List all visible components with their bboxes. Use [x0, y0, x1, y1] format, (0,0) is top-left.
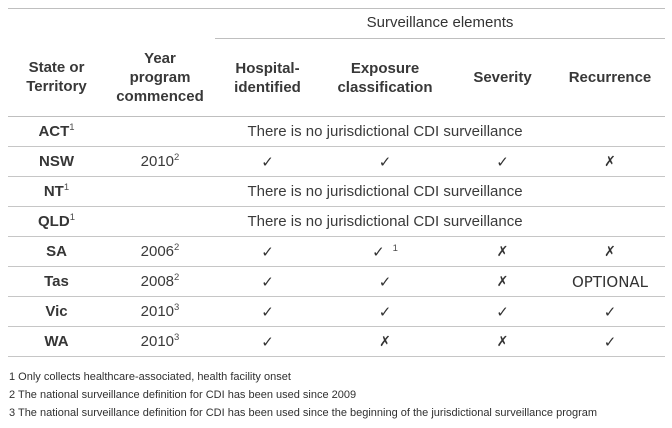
table-row-nsw: NSW 20102 ✓ ✓ ✓ ✗	[8, 146, 665, 177]
exposure-footnote-marker: 1	[392, 242, 398, 254]
exposure-cell: ✓	[320, 266, 450, 297]
no-surveillance-cell: There is no jurisdictional CDI surveilla…	[105, 206, 665, 237]
group-header-spacer	[8, 8, 215, 39]
table-row-nt: NT1 There is no jurisdictional CDI surve…	[8, 176, 665, 207]
state-cell: QLD1	[8, 206, 105, 237]
year-cell: 20082	[105, 266, 215, 297]
footnote: 1 Only collects healthcare-associated, h…	[9, 371, 291, 383]
year-cell: 20102	[105, 146, 215, 177]
table-row-sa: SA 20062 ✓ ✓ 1 ✗ ✗	[8, 236, 665, 267]
year-footnote-marker: 2	[174, 242, 180, 253]
severity-cell: ✓	[450, 296, 555, 327]
page: Surveillance elements State or Territory…	[0, 8, 672, 428]
header-exposure: Exposure classification	[320, 38, 450, 117]
table-row-qld: QLD1 There is no jurisdictional CDI surv…	[8, 206, 665, 237]
state-cell: Tas	[8, 266, 105, 297]
state-cell: WA	[8, 326, 105, 357]
table-row-act: ACT1 There is no jurisdictional CDI surv…	[8, 116, 665, 147]
footnote: 3 The national surveillance definition f…	[9, 407, 598, 419]
header-state: State or Territory	[8, 38, 105, 117]
year-footnote-marker: 2	[174, 152, 180, 163]
no-surveillance-cell: There is no jurisdictional CDI surveilla…	[105, 116, 665, 147]
table-row-wa: WA 20103 ✓ ✗ ✗ ✓	[8, 326, 665, 357]
year-cell: 20062	[105, 236, 215, 267]
exposure-cell: ✗	[320, 326, 450, 357]
state-cell: Vic	[8, 296, 105, 327]
year-footnote-marker: 2	[174, 272, 180, 283]
exposure-cell: ✓	[320, 296, 450, 327]
state-cell: ACT1	[8, 116, 105, 147]
footnotes: 1 Only collects healthcare-associated, h…	[9, 368, 672, 422]
surveillance-table: Surveillance elements State or Territory…	[8, 8, 665, 357]
recurrence-cell: ✗	[555, 146, 665, 177]
state-cell: SA	[8, 236, 105, 267]
header-hospital: Hospital- identified	[215, 38, 320, 117]
state-footnote-marker: 1	[69, 122, 75, 133]
year-cell: 20103	[105, 296, 215, 327]
footnote: 2 The national surveillance definition f…	[9, 389, 357, 401]
recurrence-cell: ✓	[555, 296, 665, 327]
header-recurrence: Recurrence	[555, 38, 665, 117]
hospital-cell: ✓	[215, 296, 320, 327]
exposure-cell: ✓	[320, 146, 450, 177]
hospital-cell: ✓	[215, 326, 320, 357]
column-header-row: State or Territory Year program commence…	[8, 38, 665, 117]
severity-cell: ✗	[450, 326, 555, 357]
severity-cell: ✓	[450, 146, 555, 177]
hospital-cell: ✓	[215, 146, 320, 177]
recurrence-cell: ✓	[555, 326, 665, 357]
table-row-vic: Vic 20103 ✓ ✓ ✓ ✓	[8, 296, 665, 327]
severity-cell: ✗	[450, 236, 555, 267]
group-header-row: Surveillance elements	[8, 8, 665, 39]
year-cell: 20103	[105, 326, 215, 357]
severity-cell: ✗	[450, 266, 555, 297]
no-surveillance-cell: There is no jurisdictional CDI surveilla…	[105, 176, 665, 207]
recurrence-cell: OPTIONAL	[555, 266, 665, 297]
hospital-cell: ✓	[215, 266, 320, 297]
state-cell: NT1	[8, 176, 105, 207]
state-cell: NSW	[8, 146, 105, 177]
state-footnote-marker: 1	[69, 212, 75, 223]
state-footnote-marker: 1	[63, 182, 70, 193]
exposure-cell: ✓ 1	[320, 236, 450, 267]
header-year: Year program commenced	[105, 38, 215, 117]
hospital-cell: ✓	[215, 236, 320, 267]
table-row-tas: Tas 20082 ✓ ✓ ✗ OPTIONAL	[8, 266, 665, 297]
group-header-label: Surveillance elements	[215, 8, 665, 39]
year-footnote-marker: 3	[174, 302, 180, 313]
recurrence-cell: ✗	[555, 236, 665, 267]
header-severity: Severity	[450, 38, 555, 117]
year-footnote-marker: 3	[174, 332, 180, 343]
